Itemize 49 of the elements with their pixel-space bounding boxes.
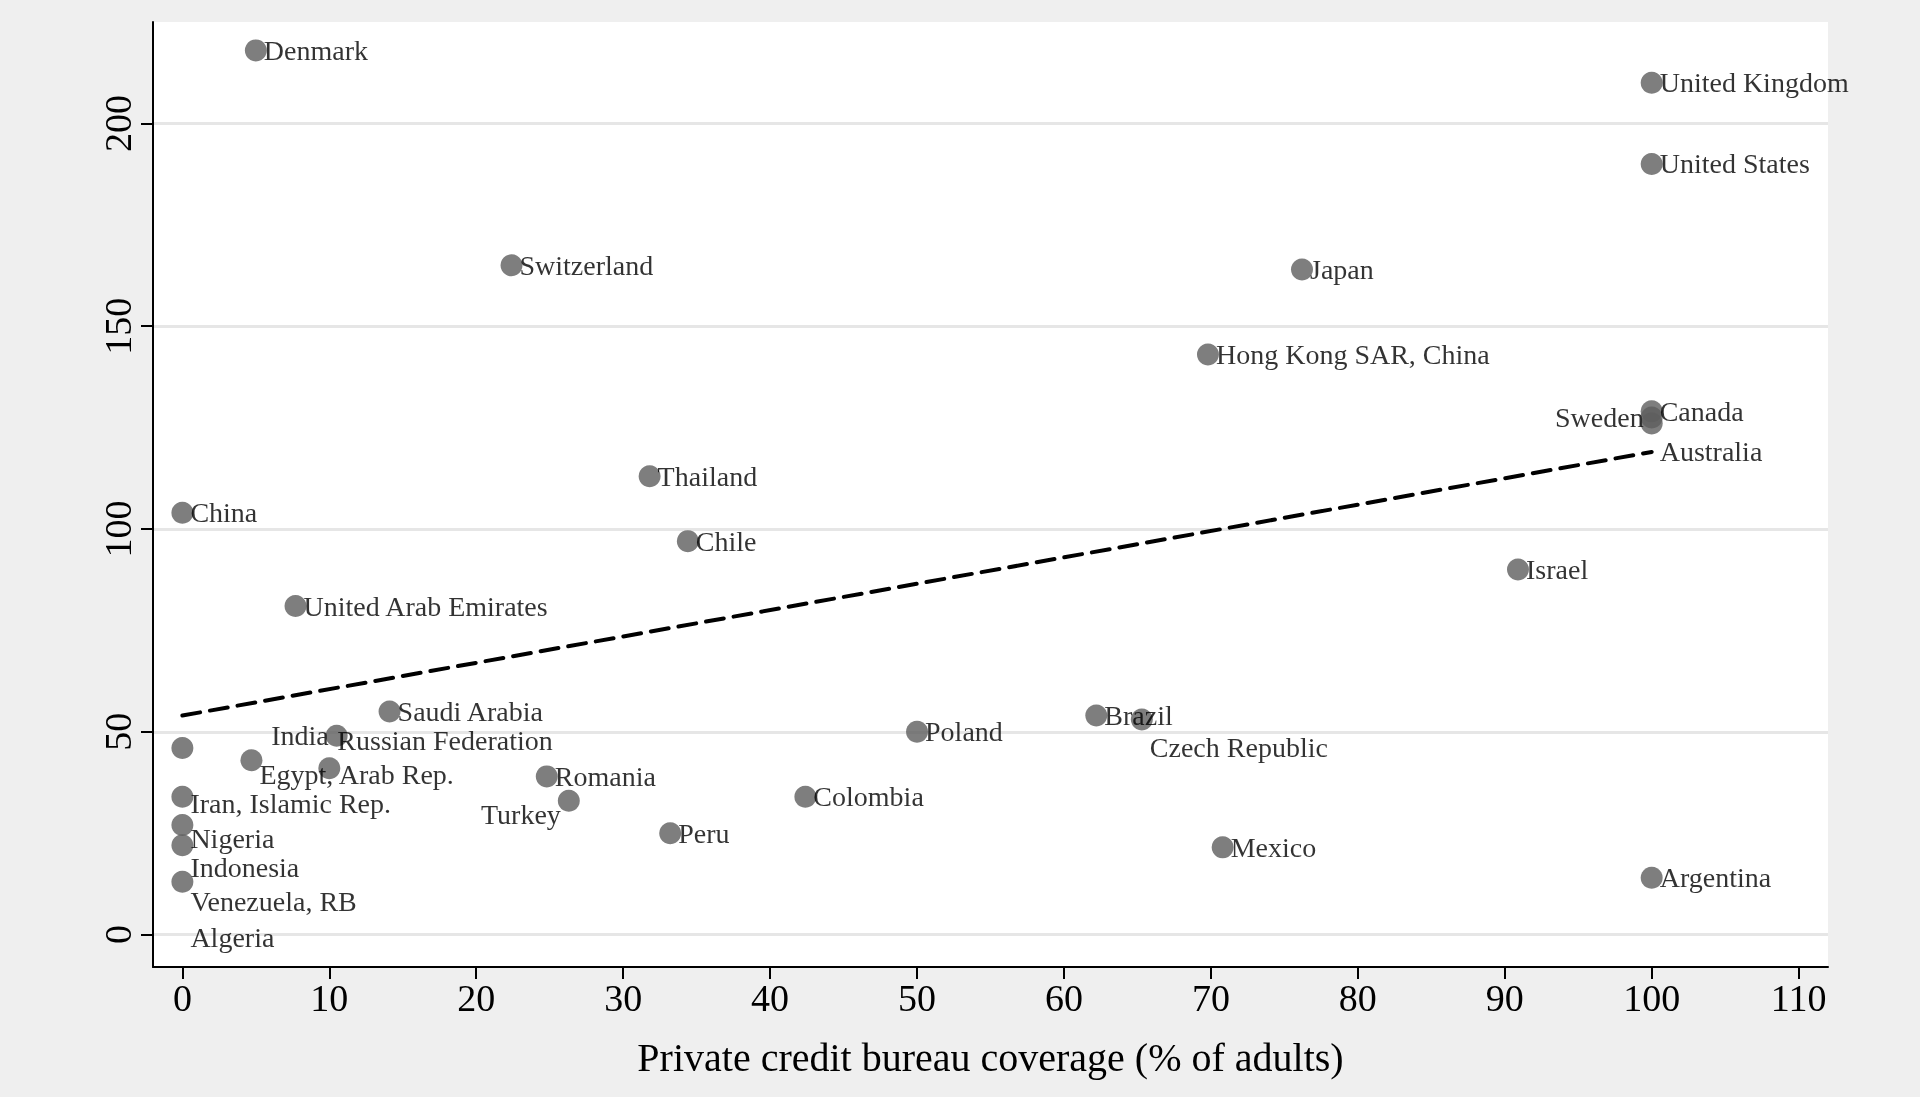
annotation: Venezuela, RB: [190, 885, 357, 917]
x-tick-label: 70: [1191, 977, 1230, 1019]
annotation: Switzerland: [519, 249, 654, 281]
point: [378, 700, 401, 723]
point: [171, 736, 194, 759]
annotation: Egypt, Arab Rep.: [259, 758, 454, 790]
annotation: Czech Republic: [1149, 732, 1328, 764]
annotation: China: [190, 497, 258, 529]
point: [676, 530, 699, 553]
x-tick-label: 50: [898, 977, 937, 1019]
point: [500, 254, 523, 277]
annotation: United States: [1659, 148, 1810, 180]
annotation: Algeria: [190, 922, 275, 954]
annotation: Argentina: [1659, 862, 1772, 894]
annotation: Hong Kong SAR, China: [1215, 339, 1491, 371]
x-tick-label: 40: [751, 977, 790, 1019]
annotation: Colombia: [813, 781, 925, 813]
annotation: United Arab Emirates: [303, 590, 548, 622]
x-tick-label: 110: [1770, 977, 1827, 1019]
x-tick-label: 0: [172, 977, 192, 1019]
point: [1196, 343, 1219, 366]
annotation: Chile: [695, 525, 757, 557]
x-tick-label: 30: [604, 977, 643, 1019]
y-tick-label: 100: [97, 500, 139, 558]
y-tick-label: 0: [97, 925, 139, 945]
x-axis-title: Private credit bureau coverage (% of adults): [637, 1034, 1344, 1080]
annotation: Israel: [1525, 554, 1589, 586]
point: [1507, 558, 1529, 581]
y-tick-label: 150: [97, 297, 139, 355]
annotation: Romania: [554, 760, 657, 792]
annotation: United Kingdom: [1659, 67, 1849, 99]
annotation: Russian Federation: [337, 724, 553, 756]
annotation: Saudi Arabia: [397, 695, 544, 727]
annotation: Nigeria: [190, 823, 275, 855]
y-tick-label: 200: [97, 94, 139, 152]
annotation: Peru: [678, 817, 730, 849]
x-tick-label: 100: [1623, 977, 1681, 1019]
annotation: Canada: [1659, 395, 1745, 427]
x-tick-label: 60: [1044, 977, 1083, 1019]
annotation: Australia: [1659, 436, 1763, 468]
y-tick-label: 50: [97, 712, 139, 751]
annotation: Mexico: [1230, 831, 1317, 863]
annotation: Poland: [925, 716, 1003, 748]
x-tick-label: 20: [457, 977, 496, 1019]
x-tick-label: 10: [310, 977, 349, 1019]
x-tick-label: 80: [1338, 977, 1377, 1019]
annotation: Turkey: [480, 799, 561, 831]
x-tick-label: 90: [1485, 977, 1524, 1019]
annotation: Thailand: [657, 460, 758, 492]
